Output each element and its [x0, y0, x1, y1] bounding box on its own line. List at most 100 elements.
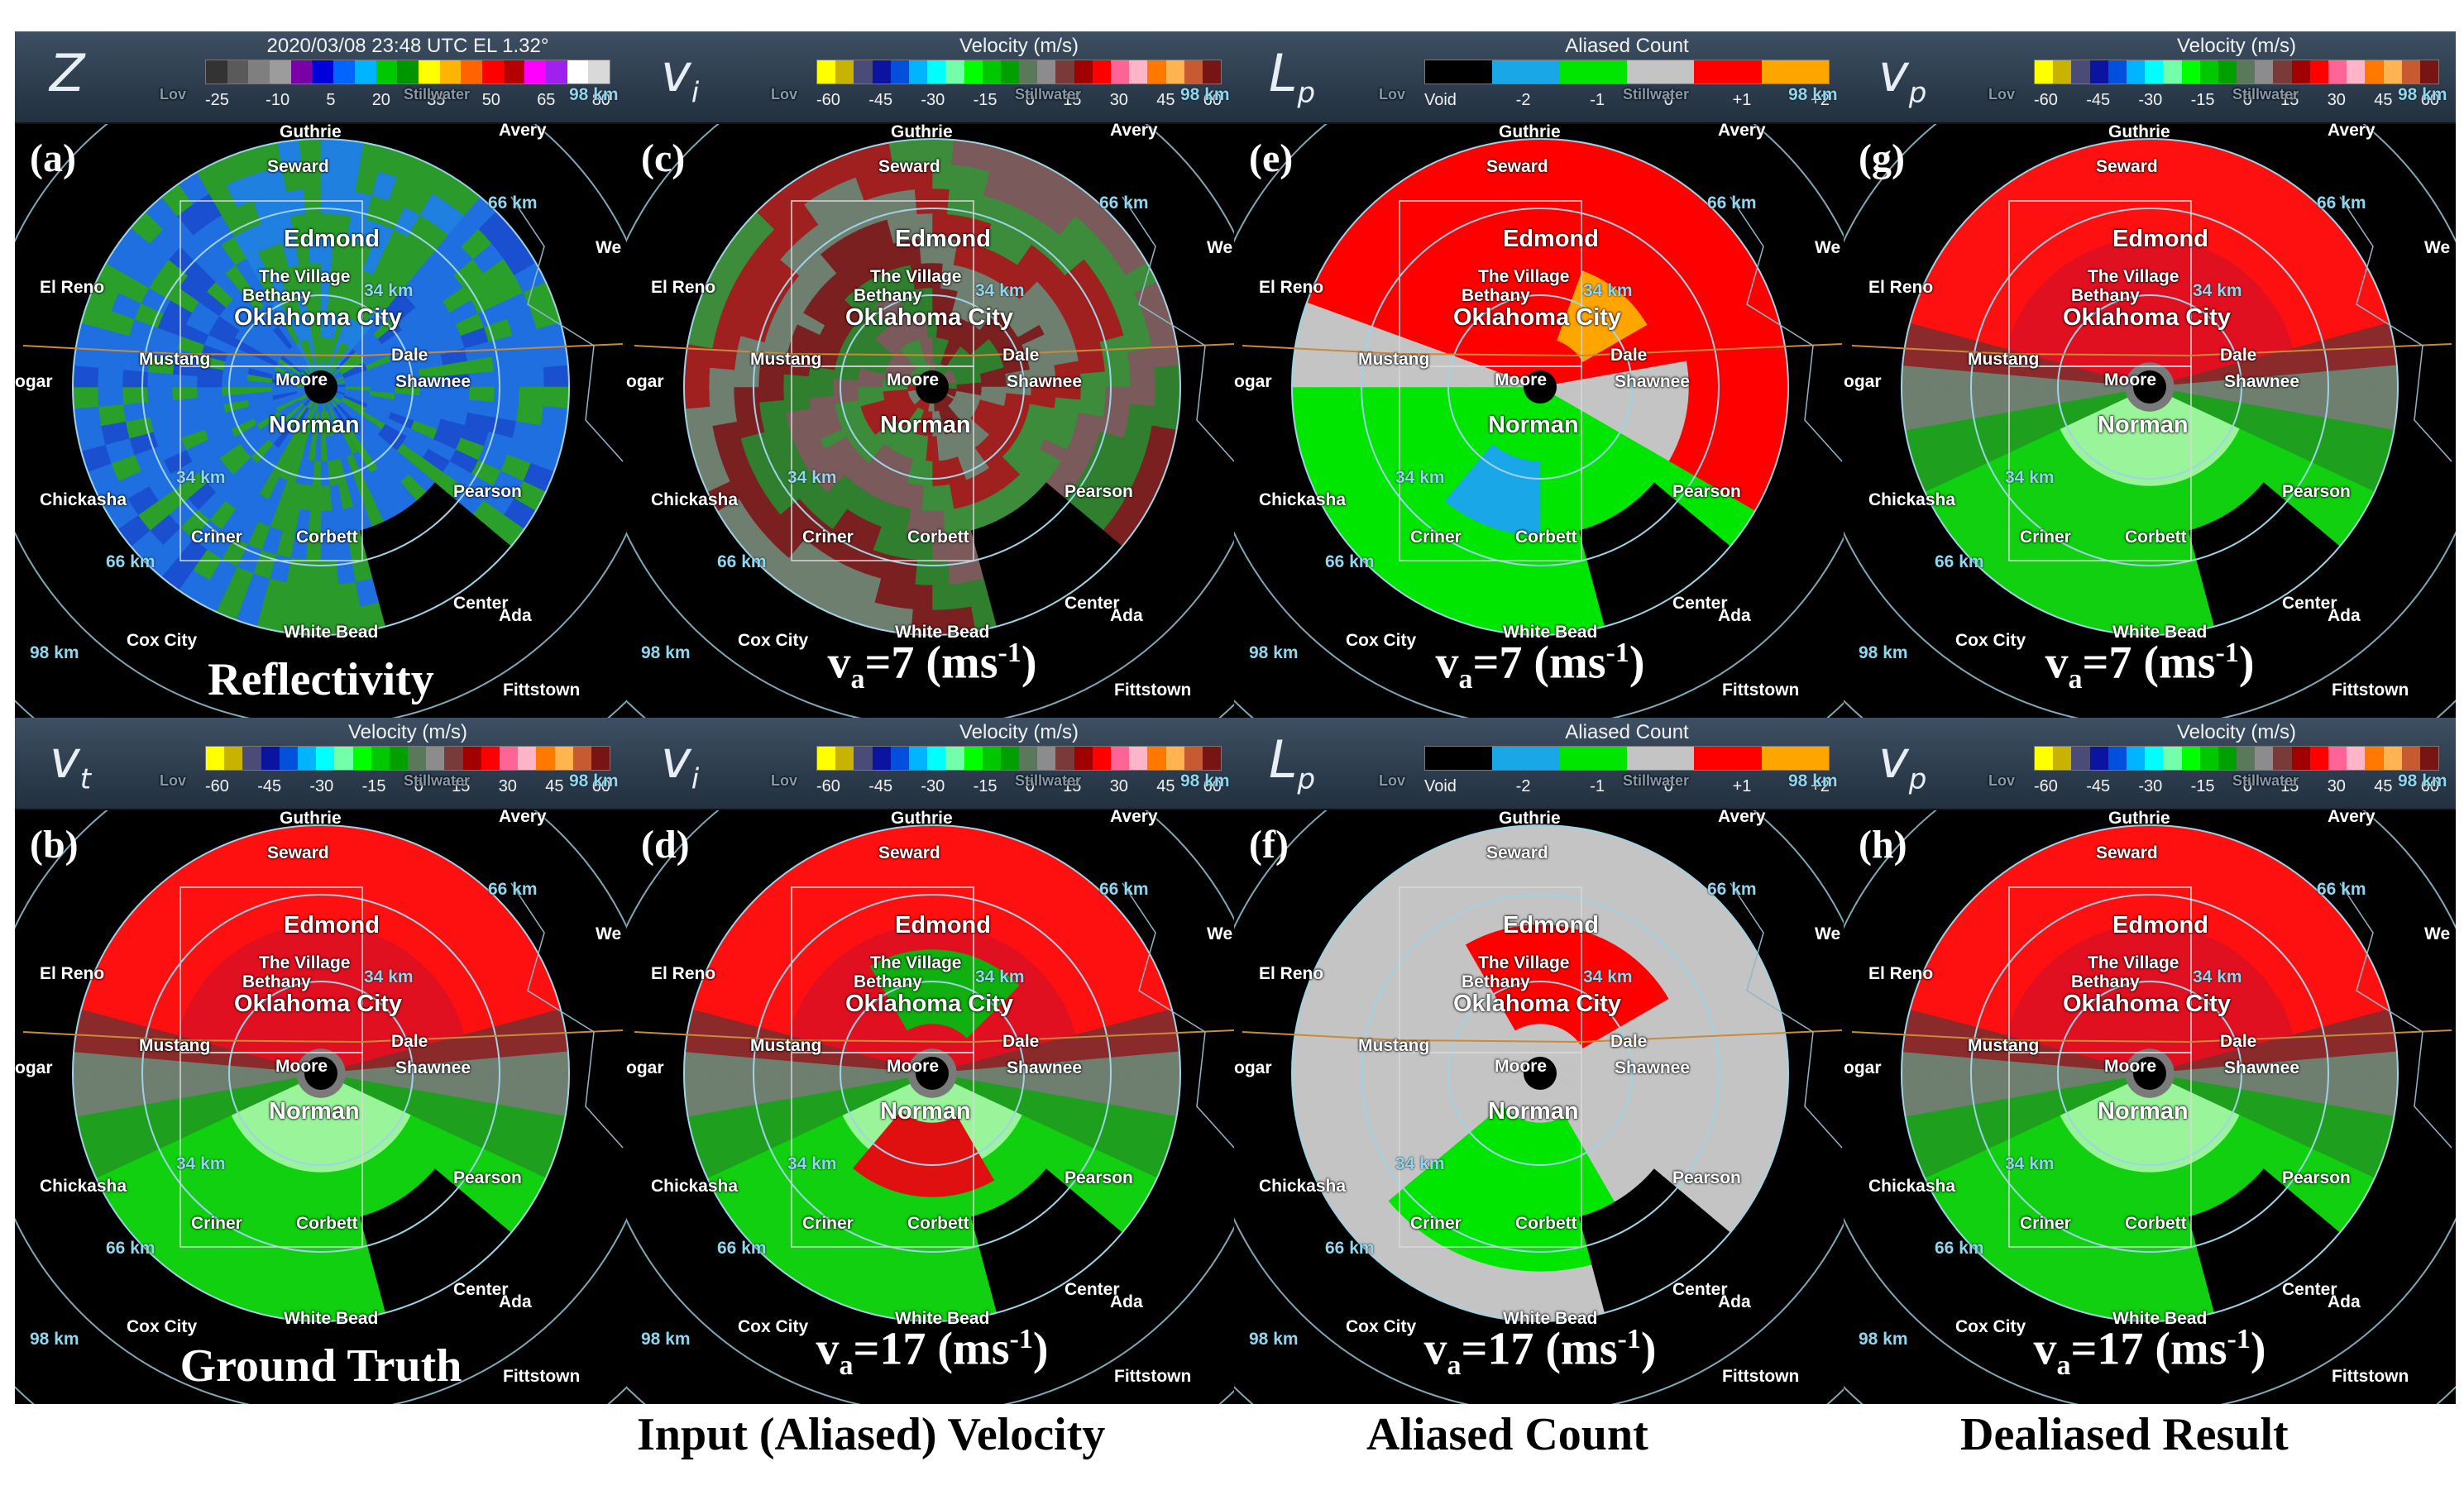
radar-gate [931, 559, 950, 586]
range-label: 34 km [364, 967, 414, 986]
radar-gate [1079, 1058, 1107, 1074]
colorbar-tick: -10 [266, 91, 290, 109]
radar-gate [1520, 584, 1541, 611]
colorbar-swatch [248, 60, 270, 84]
colorbar-tick: +2 [1811, 91, 1830, 109]
colorbar-tick: 0 [1025, 91, 1035, 109]
colorbar-tick: -30 [921, 91, 945, 109]
colorbar-swatch [224, 747, 243, 770]
colorbar-swatch [2401, 60, 2420, 84]
range-ring [228, 294, 414, 480]
city-label: Criner [2020, 528, 2071, 547]
colorbar-swatch [1165, 747, 1184, 770]
city-label: Pearson [1065, 482, 1133, 501]
colorbar-swatch [536, 747, 555, 770]
colorbar-swatch [371, 747, 390, 770]
radar-gate [914, 559, 933, 586]
colorbar-tick: 15 [2280, 91, 2299, 109]
colorbar-swatch [518, 747, 537, 770]
county-line [2339, 196, 2452, 462]
panel-label: (b) [30, 823, 79, 867]
city-label: Guthrie [891, 122, 953, 141]
range-ring [753, 208, 1112, 566]
radar-map [15, 31, 627, 718]
city-label: Center [2282, 594, 2337, 613]
county-border [1399, 365, 1582, 561]
radar-site [2133, 370, 2166, 404]
variable-symbol: vp [1878, 43, 1927, 110]
city-label: Pearson [453, 482, 522, 501]
range-ring [1970, 208, 2329, 566]
colorbar-tick: -30 [921, 777, 945, 795]
range-label: 66 km [1099, 880, 1149, 899]
city-label: Lov [160, 86, 187, 103]
radar-gate [122, 369, 149, 388]
colorbar-swatch [439, 60, 462, 84]
radar-gate [1292, 406, 1321, 431]
colorbar-tick: -60 [816, 777, 840, 795]
colorbar-swatch [1559, 60, 1627, 84]
city-label: Edmond [1503, 226, 1599, 252]
radar-gate [1316, 386, 1343, 407]
city-label: El Reno [651, 964, 716, 983]
range-label: 98 km [569, 771, 619, 790]
colorbar-swatch [2273, 60, 2292, 84]
city-label: El Reno [1868, 278, 1934, 297]
colorbar-swatch [376, 60, 398, 84]
radar-gate [931, 1270, 952, 1297]
radar-map [626, 31, 1238, 718]
radar-gate [122, 386, 149, 405]
radar-gate [146, 1058, 174, 1074]
city-label: ogar [626, 372, 664, 391]
radar-gate [1762, 365, 1789, 388]
radar-gate [912, 1270, 933, 1297]
colorbar-swatch [1074, 60, 1093, 84]
colorbar-swatch [817, 60, 836, 84]
radar-gate [1154, 365, 1181, 388]
colorbar-swatch [908, 60, 928, 84]
colorbar-tick: -15 [2190, 91, 2215, 109]
colorbar-swatch [1055, 747, 1074, 770]
radar-gate [196, 1072, 222, 1085]
radar-gate [1341, 369, 1368, 388]
city-label: Norman [2098, 412, 2189, 438]
colorbar-ticks: -60 -45 -30 -15 0 15 30 45 60 [205, 776, 610, 797]
radar-gate [1687, 386, 1715, 403]
colorbar-tick: 30 [1109, 777, 1128, 795]
radar-gate [931, 584, 952, 611]
range-ring [840, 294, 1025, 480]
radar-gate [1926, 367, 1953, 388]
city-label: The Village [1478, 267, 1570, 286]
colorbar-tick: 15 [1063, 777, 1082, 795]
city-label: The Village [259, 953, 351, 972]
radar-gate [1522, 559, 1541, 586]
colorbar-swatch [1147, 60, 1166, 84]
highway [634, 1029, 1235, 1044]
city-label: Lov [160, 772, 187, 789]
city-label: Chickasha [40, 490, 127, 509]
county-border [179, 365, 363, 561]
variable-symbol: vi [661, 43, 700, 110]
county-line [1122, 882, 1235, 1149]
radar-gate [1291, 386, 1318, 409]
radar-gate [708, 1053, 735, 1074]
city-label: Seward [267, 157, 329, 176]
colorbar-tick: 15 [1063, 91, 1082, 109]
colorbar-swatch [567, 60, 589, 84]
colorbar-tick: 45 [1156, 777, 1175, 795]
range-label: 34 km [176, 1154, 226, 1173]
city-label: Ada [499, 1292, 532, 1311]
city-label: Dale [1002, 1032, 1040, 1051]
radar-gate [1415, 386, 1442, 399]
range-label: 66 km [488, 880, 538, 899]
panel-caption: va=7 (ms-1) [2045, 637, 2255, 695]
panel-header: vi Velocity (m/s) -60 -45 -30 -15 0 15 30 45 60 [626, 718, 1238, 810]
colorbar-swatch [2035, 60, 2054, 84]
colorbar-swatch [1184, 60, 1203, 84]
colorbar-swatch [462, 747, 481, 770]
city-label: ogar [1844, 372, 1882, 391]
radar-gate [468, 386, 495, 403]
colorbar-swatch [1000, 60, 1020, 84]
city-label: Shawnee [395, 1058, 471, 1077]
radar-gate [73, 1092, 102, 1117]
